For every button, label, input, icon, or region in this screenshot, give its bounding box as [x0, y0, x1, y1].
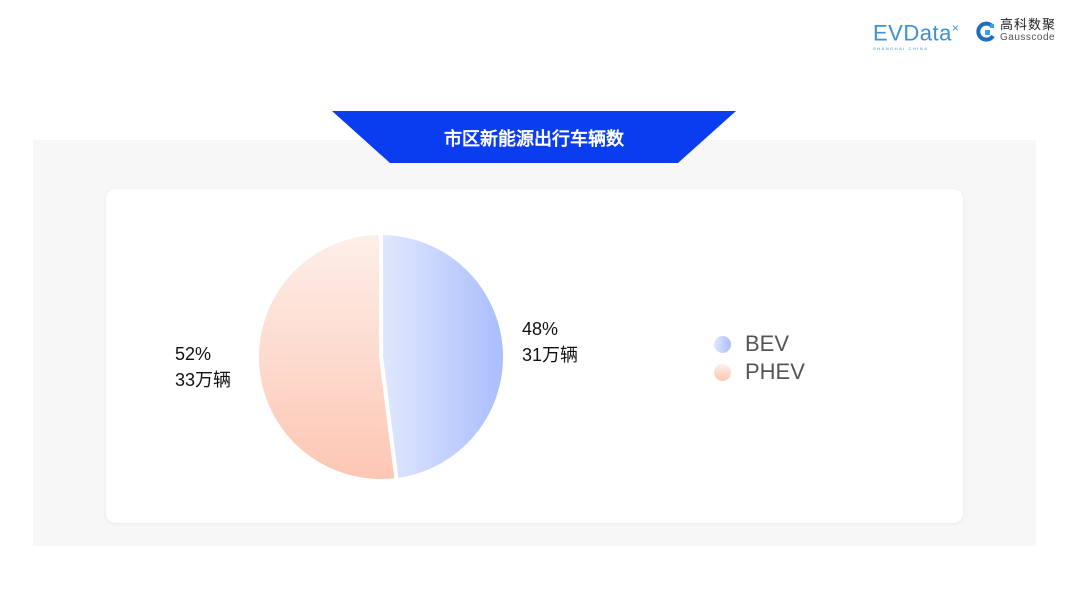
legend-bev-swatch [714, 335, 731, 353]
gausscode-logo-icon [976, 21, 995, 42]
evdata-logo-subtext: SHANGHAI CHINA [873, 46, 929, 52]
pie-slice-bev [379, 231, 507, 483]
phev-data-label: 52% 33万辆 [175, 341, 231, 393]
bev-data-label: 48% 31万辆 [522, 316, 578, 368]
legend-bev-label: BEV [745, 331, 790, 356]
gausscode-logo-en: Gausscode [1000, 32, 1056, 43]
pie-slice-phev [255, 231, 399, 483]
gausscode-logo: 高科数聚 Gausscode [975, 18, 1057, 44]
legend-phev-swatch [714, 363, 731, 381]
legend-phev-label: PHEV [745, 359, 805, 384]
legend-item-phev[interactable]: PHEV [714, 358, 805, 386]
evdata-logo: EVData× SHANGHAI CHINA [873, 16, 968, 52]
chart-title: 市区新能源出行车辆数 [444, 129, 624, 150]
evdata-logo-text: EVData [873, 20, 952, 46]
title-banner: 市区新能源出行车辆数 [332, 111, 736, 163]
chart-card [106, 189, 963, 523]
legend: BEV PHEV [714, 330, 805, 386]
phev-count-label: 33万辆 [175, 370, 232, 390]
phev-percent-label: 52% [175, 344, 212, 364]
legend-item-bev[interactable]: BEV [714, 330, 805, 358]
bev-count-label: 31万辆 [522, 345, 579, 365]
gausscode-logo-cn: 高科数聚 [1000, 18, 1057, 33]
bev-percent-label: 48% [522, 319, 559, 339]
